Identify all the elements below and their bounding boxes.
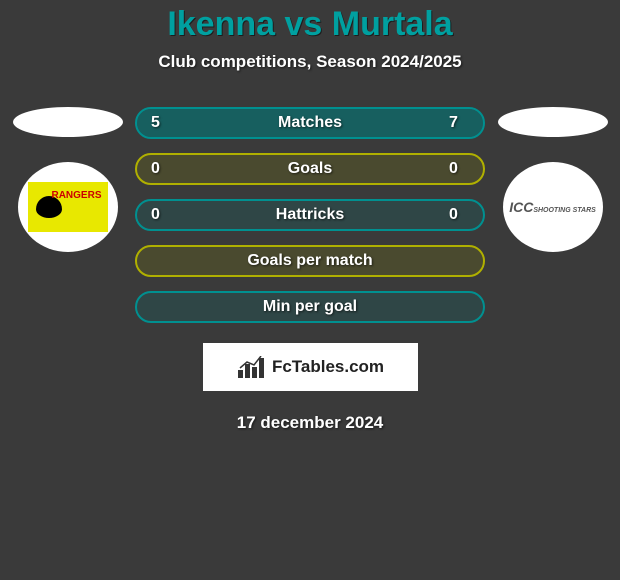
stat-bar-goals-per-match: Goals per match [135,245,485,277]
icc-badge-inner: ICCSHOOTING STARS [508,167,598,247]
stat-bar-matches: 5 Matches 7 [135,107,485,139]
stat-label: Goals per match [247,252,372,270]
stat-right-value: 0 [449,206,469,224]
stat-left-value: 0 [151,206,171,224]
stat-left-value: 0 [151,160,171,178]
stat-label: Matches [278,114,342,132]
stat-label: Hattricks [276,206,344,224]
icc-text: ICCSHOOTING STARS [509,200,596,215]
stat-right-value: 7 [449,114,469,132]
date-text: 17 december 2024 [0,413,620,433]
subtitle: Club competitions, Season 2024/2025 [0,52,620,72]
stat-bar-hattricks: 0 Hattricks 0 [135,199,485,231]
left-club-badge: RANGERS [18,162,118,252]
left-player-ellipse [13,107,123,137]
left-player-col: RANGERS [10,107,125,252]
bars-icon [236,356,266,378]
main-row: RANGERS 5 Matches 7 0 Goals 0 0 Hattricks 0 Goals… [0,107,620,323]
right-club-badge: ICCSHOOTING STARS [503,162,603,252]
stat-bar-min-per-goal: Min per goal [135,291,485,323]
stat-left-value: 5 [151,114,171,132]
rangers-badge-inner: RANGERS [28,182,108,232]
fctables-logo[interactable]: FcTables.com [203,343,418,391]
right-player-col: ICCSHOOTING STARS [495,107,610,252]
stat-label: Goals [288,160,332,178]
stat-label: Min per goal [263,298,357,316]
right-player-ellipse [498,107,608,137]
infographic-container: Ikenna vs Murtala Club competitions, Sea… [0,0,620,433]
rangers-text: RANGERS [51,190,101,201]
page-title: Ikenna vs Murtala [0,5,620,44]
stat-bar-goals: 0 Goals 0 [135,153,485,185]
stat-right-value: 0 [449,160,469,178]
logo-text: FcTables.com [272,357,384,377]
stats-column: 5 Matches 7 0 Goals 0 0 Hattricks 0 Goals per mat… [135,107,485,323]
